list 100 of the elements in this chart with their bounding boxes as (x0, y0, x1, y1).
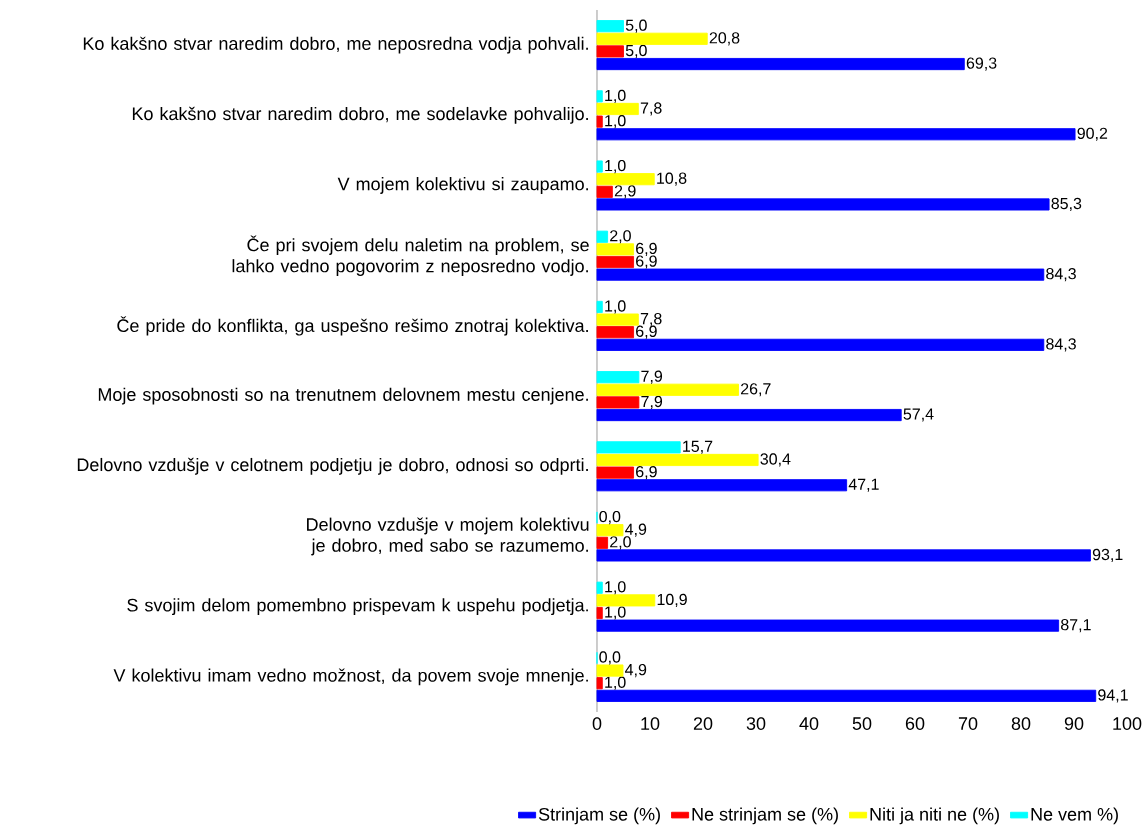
bar (596, 102, 639, 116)
x-tick-label: 0 (592, 717, 602, 730)
data-label: 26,7 (741, 383, 771, 397)
bar (596, 371, 640, 384)
bar (596, 549, 1091, 562)
x-tick-label: 90 (1064, 717, 1084, 730)
y-tick-label: Moje sposobnosti so na trenutnem delovnem mestu cenjene. (98, 387, 588, 405)
bar (596, 524, 624, 537)
x-tick-label: 80 (1011, 717, 1031, 730)
bar (596, 689, 1097, 702)
data-label: 6,9 (636, 325, 657, 339)
bar (596, 32, 708, 45)
bar (596, 619, 1060, 632)
bar (596, 20, 624, 33)
data-label: 4,9 (625, 663, 647, 678)
data-label: 1,0 (605, 115, 626, 129)
data-label: 7,9 (641, 370, 663, 384)
bar (596, 90, 603, 103)
data-label: 15,7 (683, 440, 713, 454)
data-label: 90,2 (1077, 127, 1108, 141)
data-label: 2,9 (614, 185, 636, 199)
data-label: 84,3 (1046, 338, 1076, 352)
bar (596, 677, 603, 690)
bar (596, 185, 613, 198)
legend-label: Niti ja niti ne (%) (870, 807, 999, 825)
bar (596, 243, 635, 256)
bar (596, 536, 609, 549)
bar (596, 160, 603, 173)
bar (596, 338, 1045, 351)
x-tick-label: 30 (746, 717, 766, 730)
data-label: 1,0 (605, 606, 626, 620)
data-label: 69,3 (966, 57, 997, 71)
y-tick-label: Ko kakšno stvar naredim dobro, me sodelavke pohvalijo. (132, 106, 588, 124)
data-label: 10,9 (657, 593, 687, 607)
bar (596, 664, 624, 677)
bar (596, 383, 739, 396)
x-tick-label: 60 (905, 717, 925, 730)
y-tick-label: S svojim delom pomembno prispevam k uspehu podjetja. (127, 598, 588, 616)
data-label: 94,1 (1098, 689, 1128, 703)
bar (596, 115, 603, 128)
bar (596, 268, 1045, 281)
x-tick-label: 10 (641, 717, 660, 730)
x-tick-label: 100 (1113, 717, 1142, 730)
data-label: 84,3 (1046, 268, 1076, 282)
data-label: 2,0 (610, 230, 631, 244)
bar (596, 255, 635, 269)
bar (596, 128, 1076, 141)
bar (596, 441, 681, 454)
data-label: 1,0 (605, 300, 626, 314)
legend-label: Ne strinjam se (%) (692, 807, 838, 825)
legend-label: Ne vem %) (1031, 807, 1118, 825)
y-tick-label: V mojem kolektivu si zaupamo. (337, 177, 588, 194)
data-label: 0,0 (599, 510, 621, 525)
data-label: 0,0 (599, 651, 621, 665)
data-label: 7,9 (641, 395, 663, 410)
data-label: 20,8 (709, 32, 740, 46)
bar (596, 408, 902, 422)
data-label: 30,4 (760, 453, 791, 467)
x-tick-label: 70 (958, 717, 978, 730)
bar (596, 57, 965, 71)
bar (596, 300, 603, 313)
data-label: 1,0 (605, 581, 626, 595)
bar (596, 396, 640, 409)
y-tick-label: V kolektivu imam vedno možnost, da povem svoje mnenje. (113, 668, 588, 686)
data-label: 6,9 (636, 242, 657, 256)
bar (596, 173, 655, 186)
x-tick-label: 40 (799, 717, 819, 730)
bar (596, 466, 635, 479)
data-label: 6,9 (636, 466, 657, 480)
bar (596, 45, 624, 58)
data-label: 4,9 (625, 523, 647, 537)
bar (596, 594, 656, 607)
data-label: 1,0 (605, 676, 626, 690)
y-tick-label: Delovno vzdušje v celotnem podjetju je dobro, odnosi so odprti. (77, 457, 588, 475)
bar (596, 230, 609, 243)
bar (596, 581, 603, 594)
x-tick-label: 50 (852, 717, 872, 730)
data-label: 2,0 (610, 536, 631, 550)
data-label: 6,9 (636, 255, 657, 269)
bar (596, 198, 1050, 211)
bar (596, 479, 848, 492)
data-label: 47,1 (848, 478, 879, 492)
bar (596, 326, 635, 339)
data-label: 10,8 (657, 172, 687, 186)
data-label: 1,0 (605, 159, 626, 174)
y-tick-label: Ko kakšno stvar naredim dobro, me neposredna vodja pohvali. (83, 36, 588, 54)
legend-label: Strinjam se (%) (538, 807, 660, 825)
data-label: 5,0 (625, 19, 647, 33)
data-label: 7,8 (640, 102, 662, 116)
x-tick-label: 20 (693, 717, 713, 730)
bar (596, 606, 603, 620)
data-label: 57,4 (903, 408, 934, 422)
y-tick-label: Če pri svojem delu naletim na problem, se lahko vedno pogovorim z neposredno vodjo. (232, 235, 589, 276)
data-label: 85,3 (1051, 197, 1082, 212)
data-label: 93,1 (1092, 548, 1123, 563)
bar (596, 453, 759, 467)
data-label: 87,1 (1061, 619, 1091, 633)
data-label: 5,0 (625, 44, 647, 59)
bar (596, 313, 639, 326)
data-label: 1,0 (605, 89, 626, 103)
